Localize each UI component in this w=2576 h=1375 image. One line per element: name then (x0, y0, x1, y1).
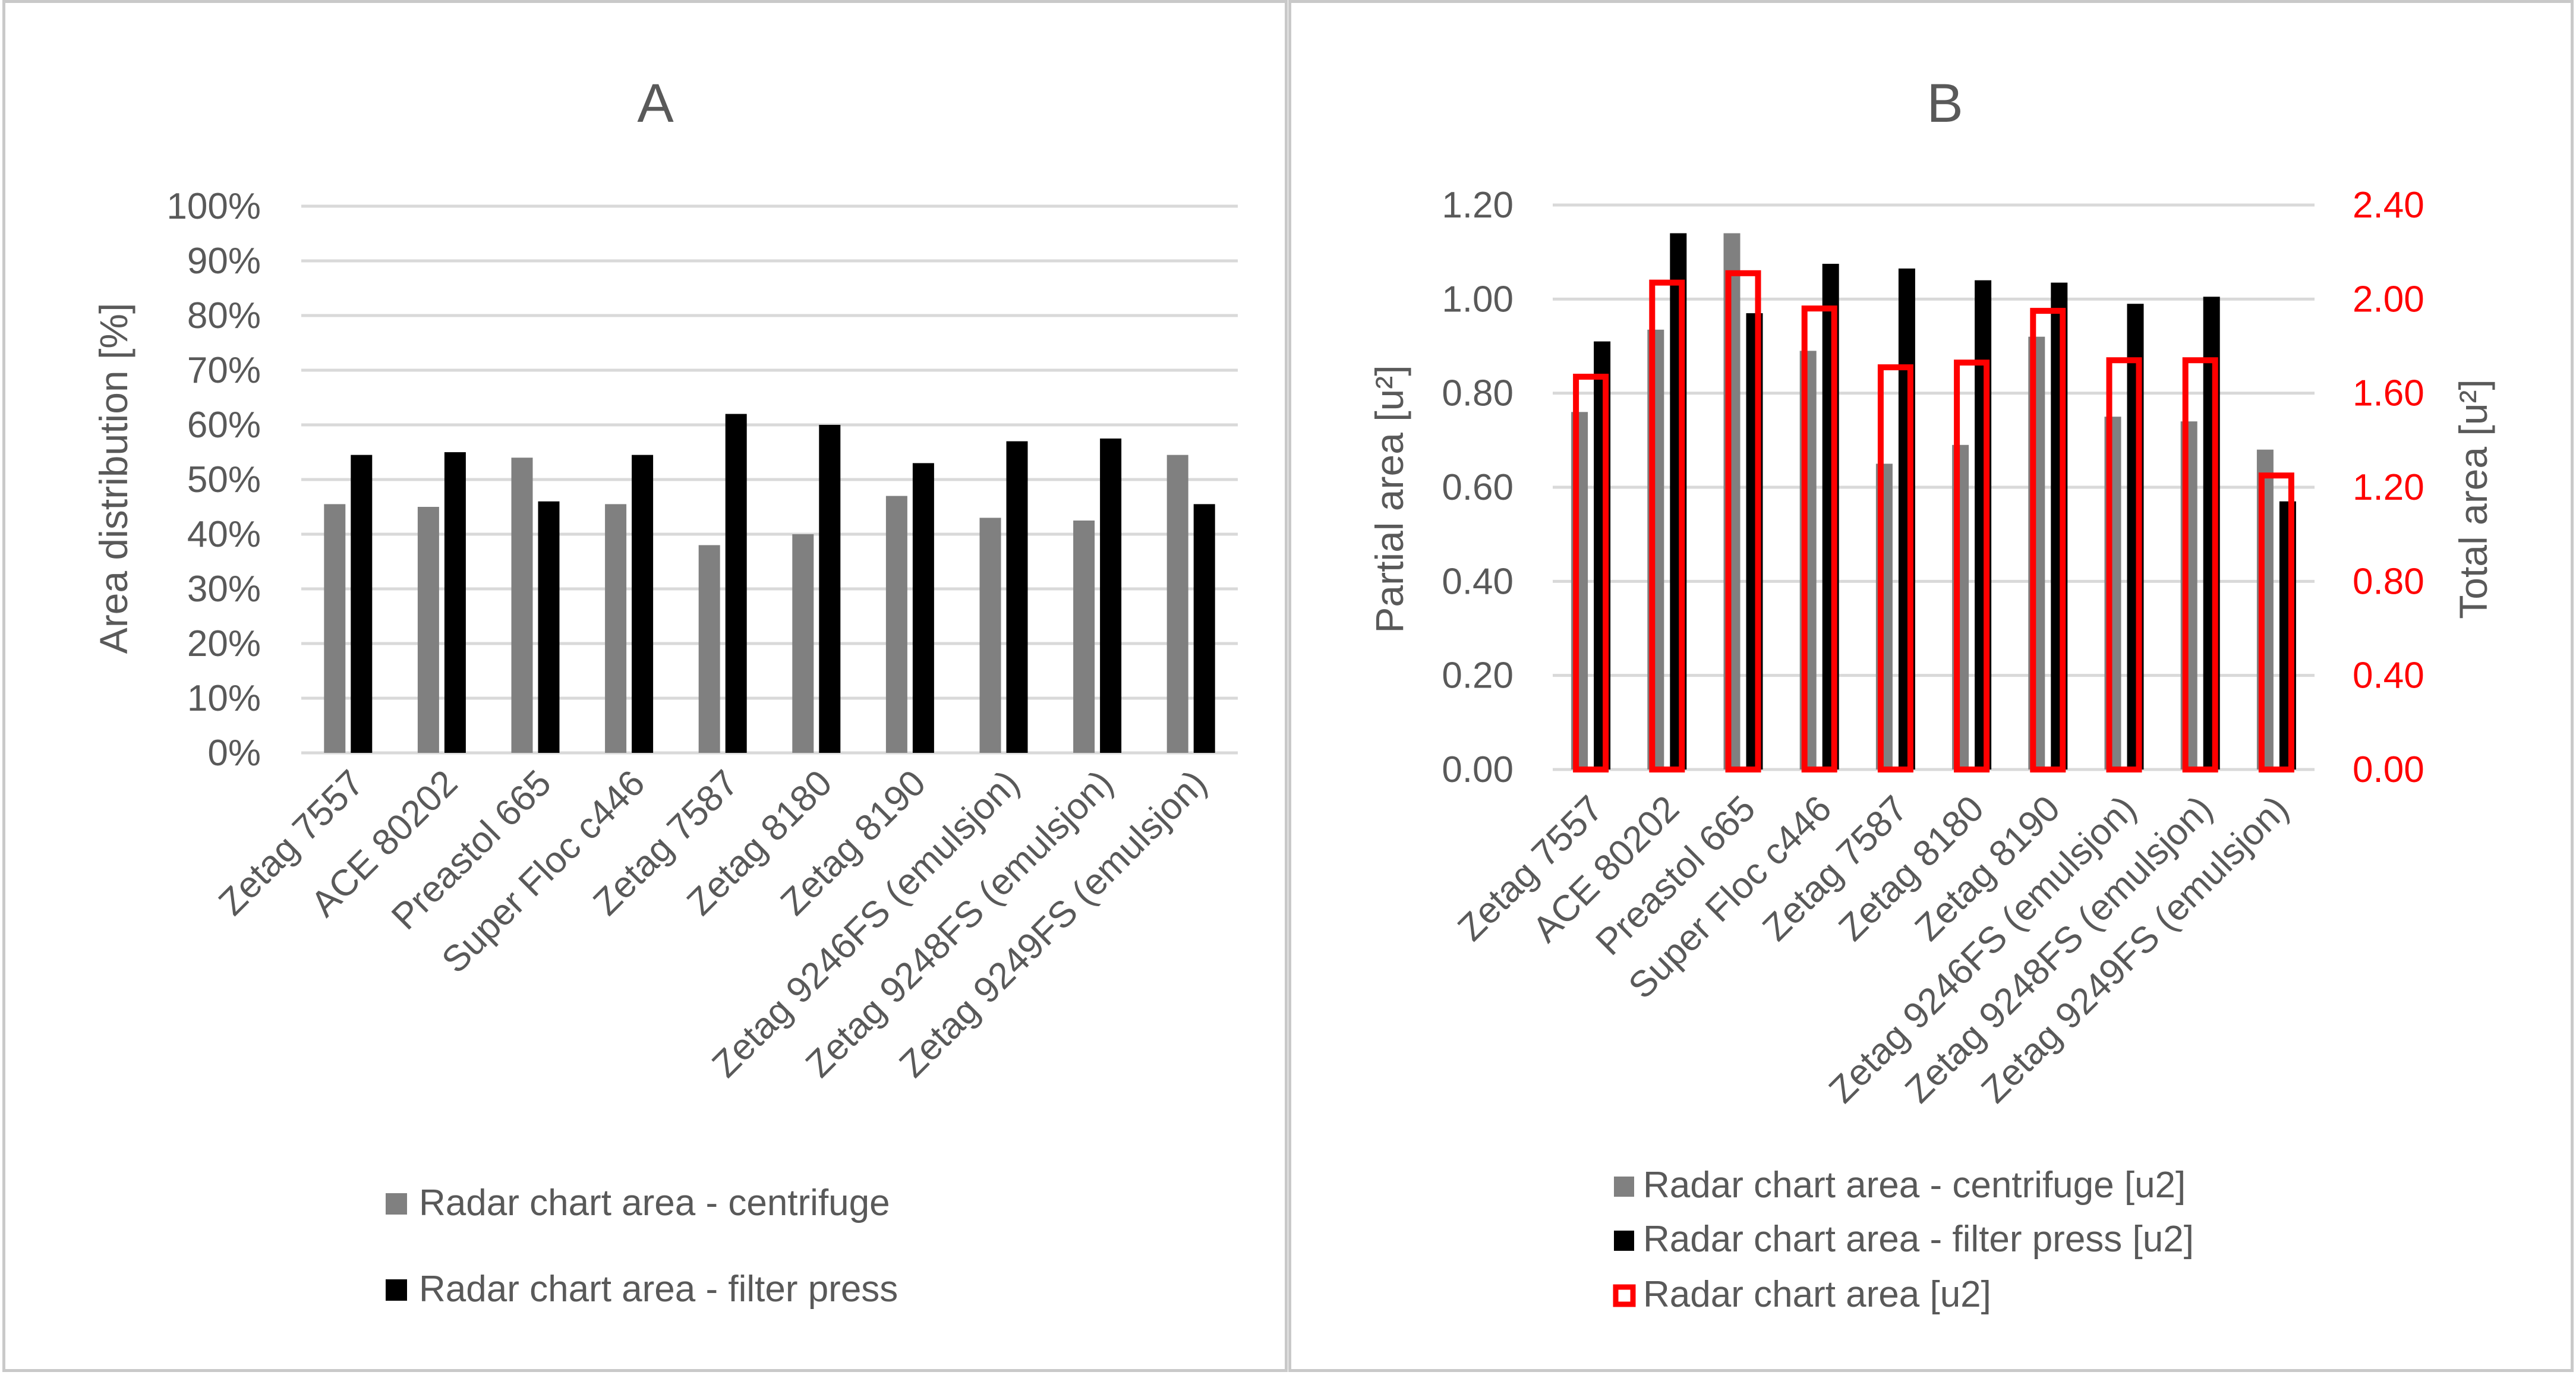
chart-a-title: A (637, 73, 674, 134)
chart-b-legend-label-centrifuge: Radar chart area - centrifuge [u2] (1643, 1165, 2186, 1206)
chart-a-bar-filter-press-zetag-8180 (819, 425, 841, 753)
chart-b-legend-label-filter-press: Radar chart area - filter press [u2] (1643, 1219, 2194, 1260)
chart-b-panel: B Partial area [u²] Total area [u²] 0.00… (1288, 0, 2574, 1372)
chart-a-y-tick-label: 0% (207, 733, 261, 774)
chart-a-bar-filter-press-zetag-8190 (912, 463, 934, 753)
chart-b-y-tick-label: 1.20 (1442, 185, 1514, 226)
chart-b-bar-total-zetag-9248fs-emulsjon (2182, 357, 2218, 772)
chart-a-bar-filter-press-zetag-7587 (725, 414, 747, 753)
chart-a-y-tick-label: 80% (187, 295, 261, 336)
chart-a-y-tick-label: 70% (187, 350, 261, 391)
chart-a-bar-filter-press-zetag-7557 (351, 455, 373, 753)
chart-a-y-tick-label: 50% (187, 459, 261, 500)
chart-b-bar-total-zetag-9249fs-emulsjon (2258, 472, 2294, 772)
chart-a-bar-filter-press-super-floc-c446 (632, 455, 654, 753)
chart-a-bar-centrifuge-zetag-9246fs-emulsjon (979, 518, 1001, 753)
chart-b-y2-tick-label: 2.00 (2353, 279, 2424, 320)
chart-b-bar-total-super-floc-c446 (1801, 305, 1837, 772)
chart-b-y-axis-label: Partial area [u²] (1367, 365, 1411, 633)
chart-a-y-axis-label: Area distribution [%] (92, 303, 135, 654)
chart-b-legend: Radar chart area - centrifuge [u2] Radar… (1613, 1165, 2194, 1315)
chart-b: B Partial area [u²] Total area [u²] 0.00… (1367, 73, 2495, 1315)
chart-b-bar-total-preastol-665 (1725, 270, 1761, 772)
chart-b-y2-axis-label: Total area [u²] (2451, 379, 2495, 619)
chart-a-legend-swatch-filter-press (386, 1279, 407, 1301)
chart-a-bar-centrifuge-super-floc-c446 (605, 504, 627, 753)
chart-b-legend-swatch-filter-press (1614, 1231, 1634, 1251)
chart-b-y-tick-label: 0.20 (1442, 655, 1514, 696)
chart-b-bar-total-zetag-7557 (1573, 373, 1609, 772)
chart-a-y-tick-label: 20% (187, 623, 261, 664)
chart-b-legend-swatch-centrifuge (1614, 1177, 1634, 1197)
chart-b-title: B (1927, 73, 1963, 134)
chart-a-legend-label-filter-press: Radar chart area - filter press (419, 1269, 898, 1310)
chart-b-legend-swatch-total (1613, 1284, 1636, 1307)
chart-a-y-tick-label: 40% (187, 514, 261, 555)
chart-a-bar-filter-press-zetag-9249fs-emulsjon (1193, 504, 1215, 753)
chart-a-y-tick-label: 30% (187, 569, 261, 610)
chart-a-bar-centrifuge-zetag-8190 (885, 496, 907, 753)
chart-a-y-tick-label: 100% (166, 186, 261, 227)
chart-b-y-tick-label: 0.60 (1442, 467, 1514, 508)
chart-b-bar-total-zetag-8190 (2030, 308, 2066, 772)
chart-b-y2-tick-label: 0.40 (2353, 655, 2424, 696)
chart-a-y-tick-label: 90% (187, 241, 261, 282)
chart-b-y-tick-label: 0.40 (1442, 561, 1514, 602)
chart-b-y2-tick-label: 0.00 (2353, 749, 2424, 790)
chart-a-bar-centrifuge-zetag-9248fs-emulsjon (1073, 521, 1095, 753)
chart-b-bar-total-zetag-8180 (1954, 359, 1990, 772)
chart-a-panel: A Area distribution [%] 0% 10% 20% 30% 40% 50… (2, 0, 1288, 1372)
chart-b-y2-tick-label: 1.20 (2353, 467, 2424, 508)
chart-b-y2-tick-label: 1.60 (2353, 373, 2424, 414)
chart-b-y-tick-label: 1.00 (1442, 279, 1514, 320)
chart-a-legend: Radar chart area - centrifuge Radar char… (386, 1182, 898, 1310)
chart-b-y-tick-label: 0.80 (1442, 373, 1514, 414)
chart-b-y2-tick-label: 0.80 (2353, 561, 2424, 602)
chart-a: A Area distribution [%] 0% 10% 20% 30% 40% 50… (92, 73, 1238, 1310)
chart-b-bar-total-zetag-7587 (1877, 364, 1913, 772)
chart-a-bar-centrifuge-zetag-7557 (324, 504, 346, 753)
chart-a-legend-swatch-centrifuge (386, 1193, 407, 1215)
chart-a-bar-centrifuge-zetag-9249fs-emulsjon (1166, 455, 1188, 753)
chart-a-bar-centrifuge-ace-80202 (417, 507, 439, 753)
chart-a-y-tick-label: 60% (187, 405, 261, 446)
chart-a-y-tick-label: 10% (187, 678, 261, 719)
chart-a-bar-filter-press-zetag-9246fs-emulsjon (1006, 441, 1028, 753)
chart-a-bar-filter-press-ace-80202 (444, 452, 466, 753)
chart-b-legend-label-total: Radar chart area [u2] (1643, 1274, 1991, 1315)
chart-a-bar-filter-press-preastol-665 (538, 501, 560, 753)
chart-a-bar-centrifuge-zetag-8180 (792, 534, 814, 753)
chart-a-bar-centrifuge-zetag-7587 (698, 545, 720, 753)
chart-a-bar-centrifuge-preastol-665 (511, 458, 533, 753)
chart-b-y2-tick-label: 2.40 (2353, 185, 2424, 226)
chart-a-legend-label-centrifuge: Radar chart area - centrifuge (419, 1182, 890, 1223)
chart-b-y-tick-label: 0.00 (1442, 749, 1514, 790)
chart-a-bar-filter-press-zetag-9248fs-emulsjon (1100, 439, 1122, 753)
chart-b-bar-total-zetag-9246fs-emulsjon (2106, 357, 2142, 772)
chart-b-bar-total-ace-80202 (1649, 279, 1685, 772)
